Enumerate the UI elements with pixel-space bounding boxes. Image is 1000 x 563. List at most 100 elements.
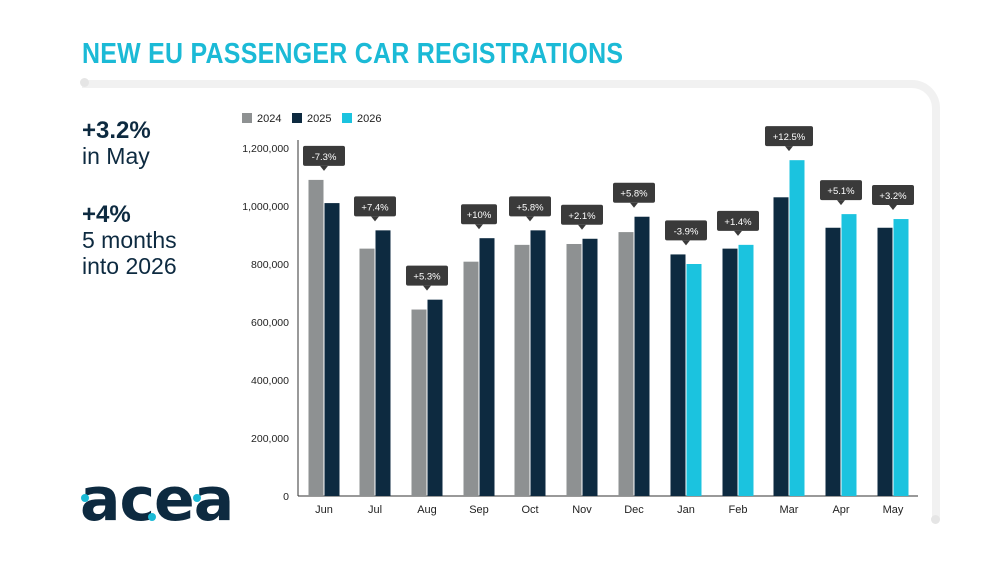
change-label-jul: +7.4% — [361, 202, 389, 213]
logo-dot-3 — [193, 494, 201, 502]
change-label-pointer-may — [889, 205, 897, 211]
bar-sep-2025 — [479, 238, 495, 496]
change-label-box-dec — [613, 182, 655, 203]
stat-ytd: +4% 5 months into 2026 — [82, 201, 177, 279]
change-label-pointer-feb — [734, 230, 742, 236]
change-label-box-oct — [509, 196, 551, 217]
bar-aug-2024 — [411, 309, 427, 496]
y-tick-label-0: 0 — [283, 491, 289, 503]
x-tick-label-jul: Jul — [368, 504, 382, 516]
bar-nov-2025 — [582, 238, 598, 496]
bar-oct-2025 — [530, 230, 546, 497]
change-label-box-feb — [717, 210, 759, 231]
bar-dec-2024 — [618, 232, 634, 496]
x-tick-label-apr: Apr — [832, 504, 849, 516]
change-label-feb: +1.4% — [724, 217, 752, 228]
change-label-aug: +5.3% — [413, 272, 441, 283]
y-tick-label-6: 1,200,000 — [242, 143, 289, 155]
change-label-pointer-oct — [526, 216, 534, 222]
y-tick-label-2: 400,000 — [251, 375, 289, 387]
stat-may-value: +3.2% — [82, 117, 151, 144]
x-tick-label-dec: Dec — [624, 504, 644, 516]
change-label-pointer-jul — [371, 216, 379, 222]
change-label-pointer-sep — [475, 224, 483, 230]
bar-feb-2026 — [738, 244, 754, 496]
x-tick-label-sep: Sep — [469, 504, 489, 516]
change-label-pointer-apr — [837, 200, 845, 206]
bar-may-2026 — [893, 219, 909, 497]
change-label-box-nov — [561, 204, 603, 225]
x-tick-label-feb: Feb — [729, 504, 748, 516]
change-label-box-jan — [665, 220, 707, 241]
logo-dot-2 — [148, 513, 156, 521]
acea-logo: acea — [80, 465, 234, 535]
change-label-apr: +5.1% — [827, 186, 855, 197]
change-label-pointer-jun — [320, 165, 328, 171]
bar-jun-2024 — [308, 179, 324, 496]
stat-ytd-caption-2: into 2026 — [82, 252, 177, 279]
page-title: NEW EU PASSENGER CAR REGISTRATIONS — [82, 38, 624, 70]
legend-swatch-2024 — [242, 113, 252, 123]
y-tick-label-3: 600,000 — [251, 317, 289, 329]
frame-dot-bottom — [931, 515, 940, 524]
change-label-pointer-nov — [578, 224, 586, 230]
x-tick-label-jun: Jun — [315, 504, 333, 516]
bar-apr-2026 — [841, 214, 857, 496]
legend-label-2025: 2025 — [307, 113, 331, 125]
bar-may-2025 — [877, 227, 893, 496]
bar-mar-2026 — [789, 160, 805, 496]
legend-swatch-2026 — [342, 113, 352, 123]
change-label-jun: -7.3% — [312, 152, 337, 163]
change-label-box-sep — [461, 204, 497, 225]
logo-dot-1 — [81, 494, 89, 502]
change-label-box-jul — [354, 196, 396, 217]
change-label-sep: +10% — [467, 210, 492, 221]
bar-jul-2025 — [375, 230, 391, 497]
bar-nov-2024 — [566, 243, 582, 496]
bar-oct-2024 — [514, 244, 530, 496]
change-label-box-aug — [406, 265, 448, 286]
bar-jul-2024 — [359, 248, 375, 496]
bar-jan-2025 — [670, 254, 686, 496]
change-label-oct: +5.8% — [516, 202, 544, 213]
stat-may: +3.2% in May — [82, 117, 151, 170]
legend-label-2024: 2024 — [257, 113, 281, 125]
change-label-jan: -3.9% — [674, 226, 699, 237]
change-label-pointer-mar — [785, 146, 793, 152]
change-label-dec: +5.8% — [620, 189, 648, 200]
x-tick-label-aug: Aug — [417, 504, 437, 516]
bar-jun-2025 — [324, 203, 340, 496]
x-tick-label-mar: Mar — [780, 504, 799, 516]
y-tick-label-5: 1,000,000 — [242, 201, 289, 213]
change-label-box-jun — [303, 145, 345, 166]
change-label-box-apr — [820, 180, 862, 201]
change-label-pointer-jan — [682, 240, 690, 246]
bar-feb-2025 — [722, 248, 738, 496]
change-label-box-may — [872, 185, 914, 206]
change-label-may: +3.2% — [879, 191, 907, 202]
change-label-nov: +2.1% — [568, 211, 596, 222]
x-tick-label-may: May — [883, 504, 904, 516]
bar-dec-2025 — [634, 216, 650, 497]
x-tick-label-jan: Jan — [677, 504, 695, 516]
stat-ytd-caption-1: 5 months — [82, 227, 177, 254]
x-tick-label-nov: Nov — [572, 504, 592, 516]
bar-mar-2025 — [773, 197, 789, 497]
legend-swatch-2025 — [292, 113, 302, 123]
bar-apr-2025 — [825, 227, 841, 496]
legend-label-2026: 2026 — [357, 113, 381, 125]
y-tick-label-4: 800,000 — [251, 259, 289, 271]
bar-aug-2025 — [427, 299, 443, 496]
frame-dot-top — [80, 78, 89, 87]
change-label-pointer-aug — [423, 285, 431, 291]
change-label-box-mar — [765, 126, 813, 147]
chart-frame — [82, 80, 940, 520]
x-tick-label-oct: Oct — [521, 504, 538, 516]
stat-ytd-value: +4% — [82, 201, 131, 228]
change-label-pointer-dec — [630, 202, 638, 208]
change-label-mar: +12.5% — [773, 132, 806, 143]
stat-may-caption: in May — [82, 143, 150, 170]
bar-sep-2024 — [463, 261, 479, 496]
bar-jan-2026 — [686, 264, 702, 496]
